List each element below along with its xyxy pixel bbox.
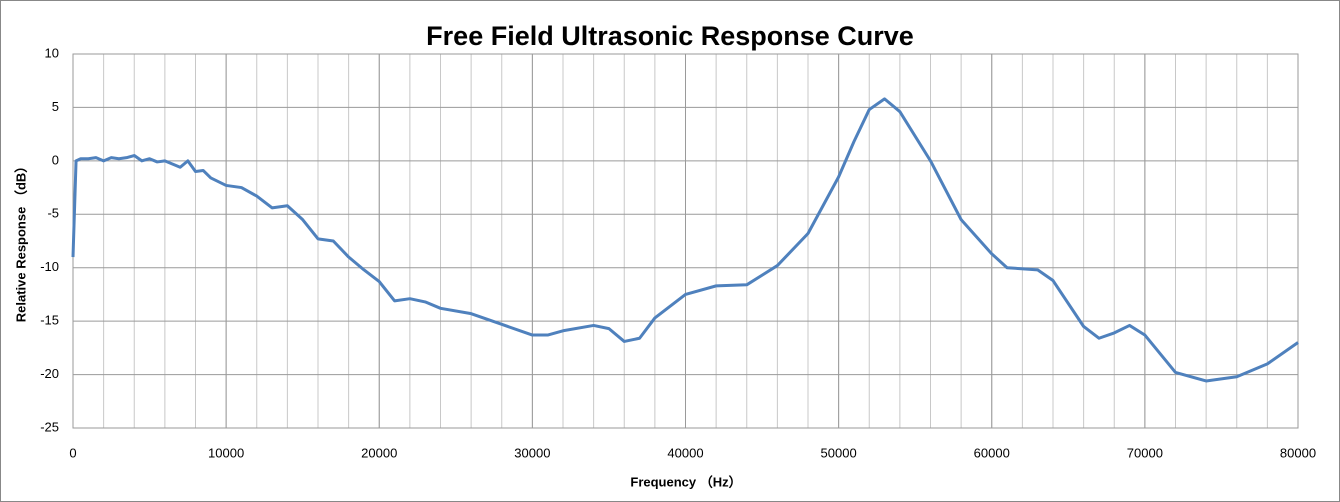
chart-title: Free Field Ultrasonic Response Curve — [426, 21, 914, 51]
x-tick-label: 10000 — [208, 445, 244, 460]
y-tick-label: -10 — [40, 259, 59, 274]
y-tick-label: -25 — [40, 419, 59, 434]
y-tick-label: 0 — [52, 152, 59, 167]
y-tick-label: -20 — [40, 366, 59, 381]
x-tick-label: 60000 — [974, 445, 1010, 460]
y-tick-label: 5 — [52, 99, 59, 114]
x-tick-label: 0 — [69, 445, 76, 460]
x-tick-label: 40000 — [667, 445, 703, 460]
data-line — [71, 97, 1299, 383]
x-tick-label: 30000 — [514, 445, 550, 460]
x-tick-label: 20000 — [361, 445, 397, 460]
y-tick-label: -15 — [40, 313, 59, 328]
x-tick-label: 70000 — [1127, 445, 1163, 460]
x-tick-label: 50000 — [821, 445, 857, 460]
x-tick-label: 80000 — [1280, 445, 1316, 460]
y-tick-label: -5 — [47, 206, 59, 221]
y-tick-label: 10 — [45, 45, 59, 60]
y-axis-label: Relative Response （dB） — [13, 160, 28, 323]
x-axis-label: Frequency （Hz） — [630, 474, 741, 489]
